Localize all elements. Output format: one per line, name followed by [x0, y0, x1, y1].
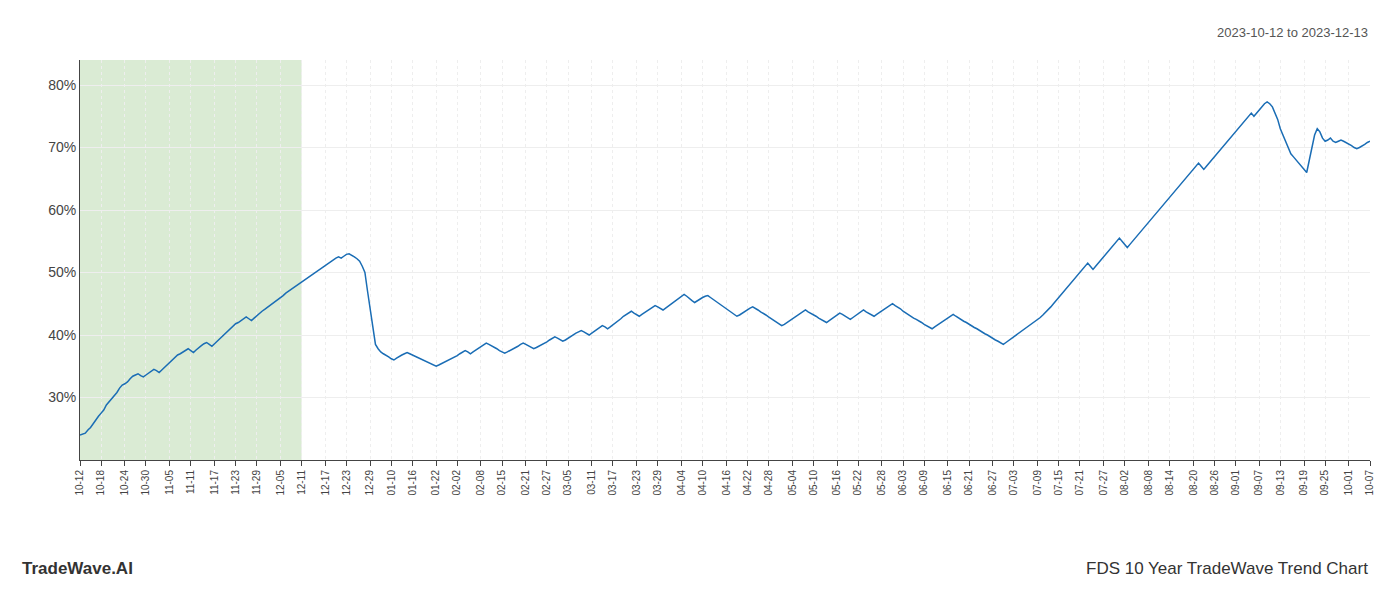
svg-text:08-02: 08-02 — [1119, 470, 1130, 496]
svg-text:11-05: 11-05 — [164, 470, 175, 495]
svg-text:10-01: 10-01 — [1343, 470, 1354, 496]
svg-text:04-04: 04-04 — [676, 470, 687, 496]
svg-text:09-01: 09-01 — [1230, 470, 1241, 496]
svg-text:10-07: 10-07 — [1364, 470, 1375, 496]
svg-text:02-15: 02-15 — [496, 470, 507, 496]
svg-text:05-10: 05-10 — [808, 470, 819, 496]
svg-text:04-28: 04-28 — [763, 470, 774, 496]
svg-text:05-16: 05-16 — [831, 470, 842, 496]
svg-text:11-23: 11-23 — [230, 470, 241, 495]
svg-text:02-02: 02-02 — [451, 470, 462, 496]
svg-text:07-15: 07-15 — [1053, 470, 1064, 496]
svg-text:09-13: 09-13 — [1275, 470, 1286, 496]
svg-text:40%: 40% — [48, 327, 76, 343]
svg-text:12-11: 12-11 — [296, 470, 307, 495]
svg-text:03-23: 03-23 — [631, 470, 642, 496]
svg-text:07-09: 07-09 — [1032, 470, 1043, 496]
svg-text:06-27: 06-27 — [987, 470, 998, 496]
svg-text:04-22: 04-22 — [742, 470, 753, 496]
svg-text:06-03: 06-03 — [897, 470, 908, 496]
svg-text:11-11: 11-11 — [185, 470, 196, 495]
svg-text:05-28: 05-28 — [876, 470, 887, 496]
svg-text:09-25: 09-25 — [1319, 470, 1330, 496]
svg-text:03-05: 03-05 — [562, 470, 573, 496]
svg-text:70%: 70% — [48, 139, 76, 155]
svg-text:10-18: 10-18 — [95, 470, 106, 496]
svg-text:08-08: 08-08 — [1143, 470, 1154, 496]
svg-text:80%: 80% — [48, 77, 76, 93]
svg-text:04-10: 04-10 — [697, 470, 708, 496]
svg-text:08-20: 08-20 — [1188, 470, 1199, 496]
svg-text:01-22: 01-22 — [430, 470, 441, 496]
svg-text:11-17: 11-17 — [209, 470, 220, 495]
svg-text:08-14: 08-14 — [1164, 470, 1175, 496]
svg-text:12-29: 12-29 — [364, 470, 375, 496]
svg-text:06-09: 06-09 — [918, 470, 929, 496]
svg-text:10-24: 10-24 — [119, 470, 130, 496]
svg-text:07-21: 07-21 — [1074, 470, 1085, 496]
svg-text:01-16: 01-16 — [407, 470, 418, 496]
svg-text:01-10: 01-10 — [386, 470, 397, 496]
svg-text:05-04: 05-04 — [787, 470, 798, 496]
svg-text:06-15: 06-15 — [942, 470, 953, 496]
svg-text:02-27: 02-27 — [541, 470, 552, 496]
svg-text:03-29: 03-29 — [652, 470, 663, 496]
svg-text:50%: 50% — [48, 264, 76, 280]
svg-text:12-17: 12-17 — [320, 470, 331, 496]
svg-text:10-12: 10-12 — [74, 470, 85, 496]
svg-text:02-21: 02-21 — [520, 470, 531, 496]
svg-text:60%: 60% — [48, 202, 76, 218]
svg-text:04-16: 04-16 — [721, 470, 732, 496]
svg-text:TradeWave.AI: TradeWave.AI — [22, 559, 133, 578]
svg-text:12-05: 12-05 — [275, 470, 286, 496]
svg-text:03-17: 03-17 — [607, 470, 618, 496]
svg-text:03-11: 03-11 — [586, 470, 597, 495]
svg-text:08-26: 08-26 — [1209, 470, 1220, 496]
svg-text:11-29: 11-29 — [251, 470, 262, 495]
svg-text:09-19: 09-19 — [1298, 470, 1309, 496]
svg-text:07-03: 07-03 — [1008, 470, 1019, 496]
svg-text:10-30: 10-30 — [140, 470, 151, 496]
svg-text:12-23: 12-23 — [341, 470, 352, 496]
svg-text:06-21: 06-21 — [963, 470, 974, 496]
svg-text:07-27: 07-27 — [1098, 470, 1109, 496]
svg-text:02-08: 02-08 — [475, 470, 486, 496]
svg-text:05-22: 05-22 — [852, 470, 863, 496]
svg-text:2023-10-12 to 2023-12-13: 2023-10-12 to 2023-12-13 — [1217, 25, 1368, 40]
svg-text:FDS 10 Year TradeWave Trend Ch: FDS 10 Year TradeWave Trend Chart — [1086, 559, 1368, 578]
svg-text:30%: 30% — [48, 389, 76, 405]
svg-text:09-07: 09-07 — [1253, 470, 1264, 496]
